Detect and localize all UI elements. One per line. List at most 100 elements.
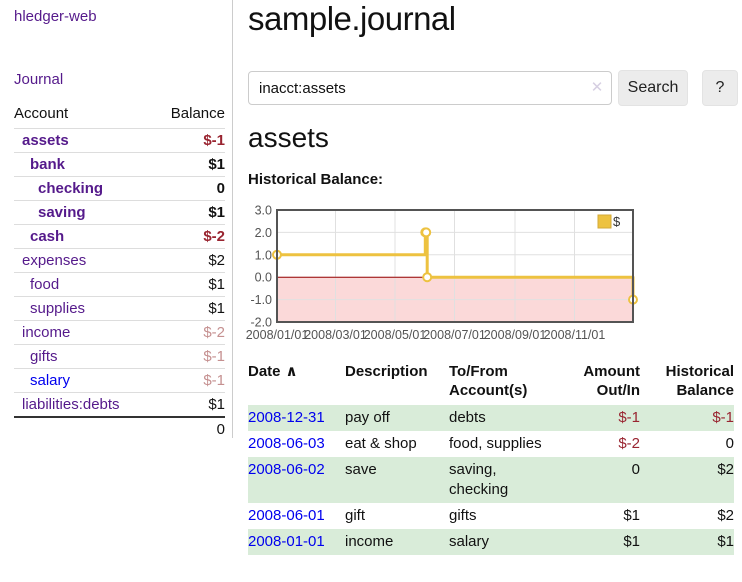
register-balance-cell: $2 bbox=[717, 507, 734, 524]
account-link[interactable]: salary bbox=[30, 372, 71, 389]
main-content: sample.journal ✕ Search ? assets Histori… bbox=[246, 0, 738, 582]
account-name-cell: saving bbox=[14, 200, 154, 225]
register-date-cell: 2008-06-01 bbox=[248, 503, 345, 529]
accounts-header-account: Account bbox=[14, 102, 154, 129]
legend-swatch bbox=[597, 214, 612, 229]
search-button[interactable]: Search bbox=[618, 70, 688, 106]
register-row: 2008-01-01 income salary $1 $1 bbox=[248, 529, 734, 555]
register-date-cell: 2008-06-03 bbox=[248, 431, 345, 457]
register-header-date-label: Date bbox=[248, 363, 281, 380]
account-table-body: assets $-1 bank $1 checking 0 saving $1 cash $-2 e… bbox=[14, 128, 225, 418]
register-description-cell: save bbox=[345, 461, 377, 478]
register-description-cell: income bbox=[345, 533, 394, 550]
nav-journal-link[interactable]: Journal bbox=[14, 71, 64, 88]
transaction-date-link[interactable]: 2008-01-01 bbox=[248, 533, 325, 550]
register-header-balance: Historical Balance bbox=[665, 363, 734, 399]
account-link[interactable]: supplies bbox=[30, 300, 86, 317]
register-amount-cell: $1 bbox=[623, 507, 640, 524]
transaction-date-link[interactable]: 2008-12-31 bbox=[248, 409, 325, 426]
x-tick-label: 2008/01/01 bbox=[246, 328, 309, 342]
x-tick-label: 2008/05/01 bbox=[364, 328, 427, 342]
account-name-cell: food bbox=[14, 272, 154, 297]
account-balance: $-1 bbox=[153, 128, 225, 153]
account-link[interactable]: bank bbox=[30, 156, 66, 173]
account-row: gifts $-1 bbox=[14, 344, 225, 369]
register-row: 2008-06-02 save saving, checking 0 $2 bbox=[248, 457, 734, 503]
x-tick-label: 2008/03/01 bbox=[304, 328, 367, 342]
account-name-cell: income bbox=[14, 320, 154, 345]
account-name-cell: cash bbox=[14, 224, 154, 249]
account-balance: $1 bbox=[153, 296, 225, 321]
accounts-total-spacer bbox=[14, 416, 154, 441]
account-row: salary $-1 bbox=[14, 368, 225, 393]
sort-ascending-icon: ∧ bbox=[285, 363, 298, 380]
transaction-date-link[interactable]: 2008-06-01 bbox=[248, 507, 325, 524]
accounts-table-header: Account Balance bbox=[14, 102, 225, 129]
register-header-row: Date ∧ Description To/From Account(s) Amo… bbox=[248, 362, 734, 405]
account-row: liabilities:debts $1 bbox=[14, 392, 225, 418]
account-row: assets $-1 bbox=[14, 128, 225, 153]
register-balance-cell: $1 bbox=[717, 533, 734, 550]
help-button[interactable]: ? bbox=[702, 70, 738, 106]
register-balance-cell: 0 bbox=[725, 435, 734, 452]
y-tick-label: -2.0 bbox=[250, 316, 272, 330]
clear-search-icon[interactable]: ✕ bbox=[590, 79, 604, 96]
account-name-cell: liabilities:debts bbox=[14, 392, 154, 418]
transaction-date-link[interactable]: 2008-06-02 bbox=[248, 461, 325, 478]
app-brand-link[interactable]: hledger-web bbox=[14, 8, 97, 25]
register-table: Date ∧ Description To/From Account(s) Amo… bbox=[248, 362, 734, 555]
account-balance: 0 bbox=[153, 176, 225, 201]
account-link[interactable]: saving bbox=[38, 204, 86, 221]
register-description-cell: gift bbox=[345, 507, 366, 524]
register-date-cell: 2008-12-31 bbox=[248, 405, 345, 431]
register-balance-cell: $2 bbox=[717, 461, 734, 478]
account-balance: $1 bbox=[153, 392, 225, 418]
account-name-cell: expenses bbox=[14, 248, 154, 273]
account-link[interactable]: gifts bbox=[30, 348, 58, 365]
accounts-table: Account Balance assets $-1 bank $1 checking 0… bbox=[14, 102, 225, 441]
register-row: 2008-06-01 gift gifts $1 $2 bbox=[248, 503, 734, 529]
register-row: 2008-06-03 eat & shop food, supplies $-2 0 bbox=[248, 431, 734, 457]
register-table-body: 2008-12-31 pay off debts $-1 $-1 2008-06-03 ea… bbox=[248, 405, 734, 555]
accounts-total-value: 0 bbox=[153, 416, 225, 441]
account-link[interactable]: income bbox=[22, 324, 71, 341]
register-header-accounts: To/From Account(s) bbox=[449, 363, 528, 399]
account-balance: $1 bbox=[153, 272, 225, 297]
account-row: supplies $1 bbox=[14, 296, 225, 321]
account-name-cell: checking bbox=[14, 176, 154, 201]
account-row: bank $1 bbox=[14, 152, 225, 177]
x-tick-label: 2008/07/01 bbox=[423, 328, 486, 342]
register-description-cell: eat & shop bbox=[345, 435, 417, 452]
account-row: food $1 bbox=[14, 272, 225, 297]
register-header-date[interactable]: Date ∧ bbox=[248, 362, 345, 405]
account-link[interactable]: food bbox=[30, 276, 60, 293]
register-row: 2008-12-31 pay off debts $-1 $-1 bbox=[248, 405, 734, 431]
register-amount-cell: 0 bbox=[631, 461, 640, 478]
account-balance: $1 bbox=[153, 152, 225, 177]
register-accounts-cell: debts bbox=[449, 409, 486, 426]
register-accounts-cell: saving, checking bbox=[449, 461, 509, 498]
account-balance: $-2 bbox=[153, 224, 225, 249]
account-name-cell: salary bbox=[14, 368, 154, 393]
register-date-cell: 2008-01-01 bbox=[248, 529, 345, 555]
transaction-date-link[interactable]: 2008-06-03 bbox=[248, 435, 325, 452]
account-link[interactable]: checking bbox=[38, 180, 104, 197]
search-input[interactable] bbox=[248, 71, 612, 105]
account-link[interactable]: liabilities:debts bbox=[22, 396, 120, 413]
register-balance-cell: $-1 bbox=[712, 409, 734, 426]
account-row: saving $1 bbox=[14, 200, 225, 225]
register-amount-cell: $-1 bbox=[618, 409, 640, 426]
register-description-cell: pay off bbox=[345, 409, 390, 426]
accounts-total-row: 0 bbox=[14, 416, 225, 441]
data-point-marker bbox=[421, 227, 432, 238]
account-link[interactable]: expenses bbox=[22, 252, 87, 269]
y-tick-label: -1.0 bbox=[250, 293, 272, 307]
account-row: expenses $2 bbox=[14, 248, 225, 273]
register-date-cell: 2008-06-02 bbox=[248, 457, 345, 503]
account-link[interactable]: assets bbox=[22, 132, 69, 149]
register-amount-cell: $1 bbox=[623, 533, 640, 550]
account-balance: $-1 bbox=[153, 344, 225, 369]
register-header-amount: Amount Out/In bbox=[583, 363, 640, 399]
account-name-cell: supplies bbox=[14, 296, 154, 321]
account-link[interactable]: cash bbox=[30, 228, 65, 245]
